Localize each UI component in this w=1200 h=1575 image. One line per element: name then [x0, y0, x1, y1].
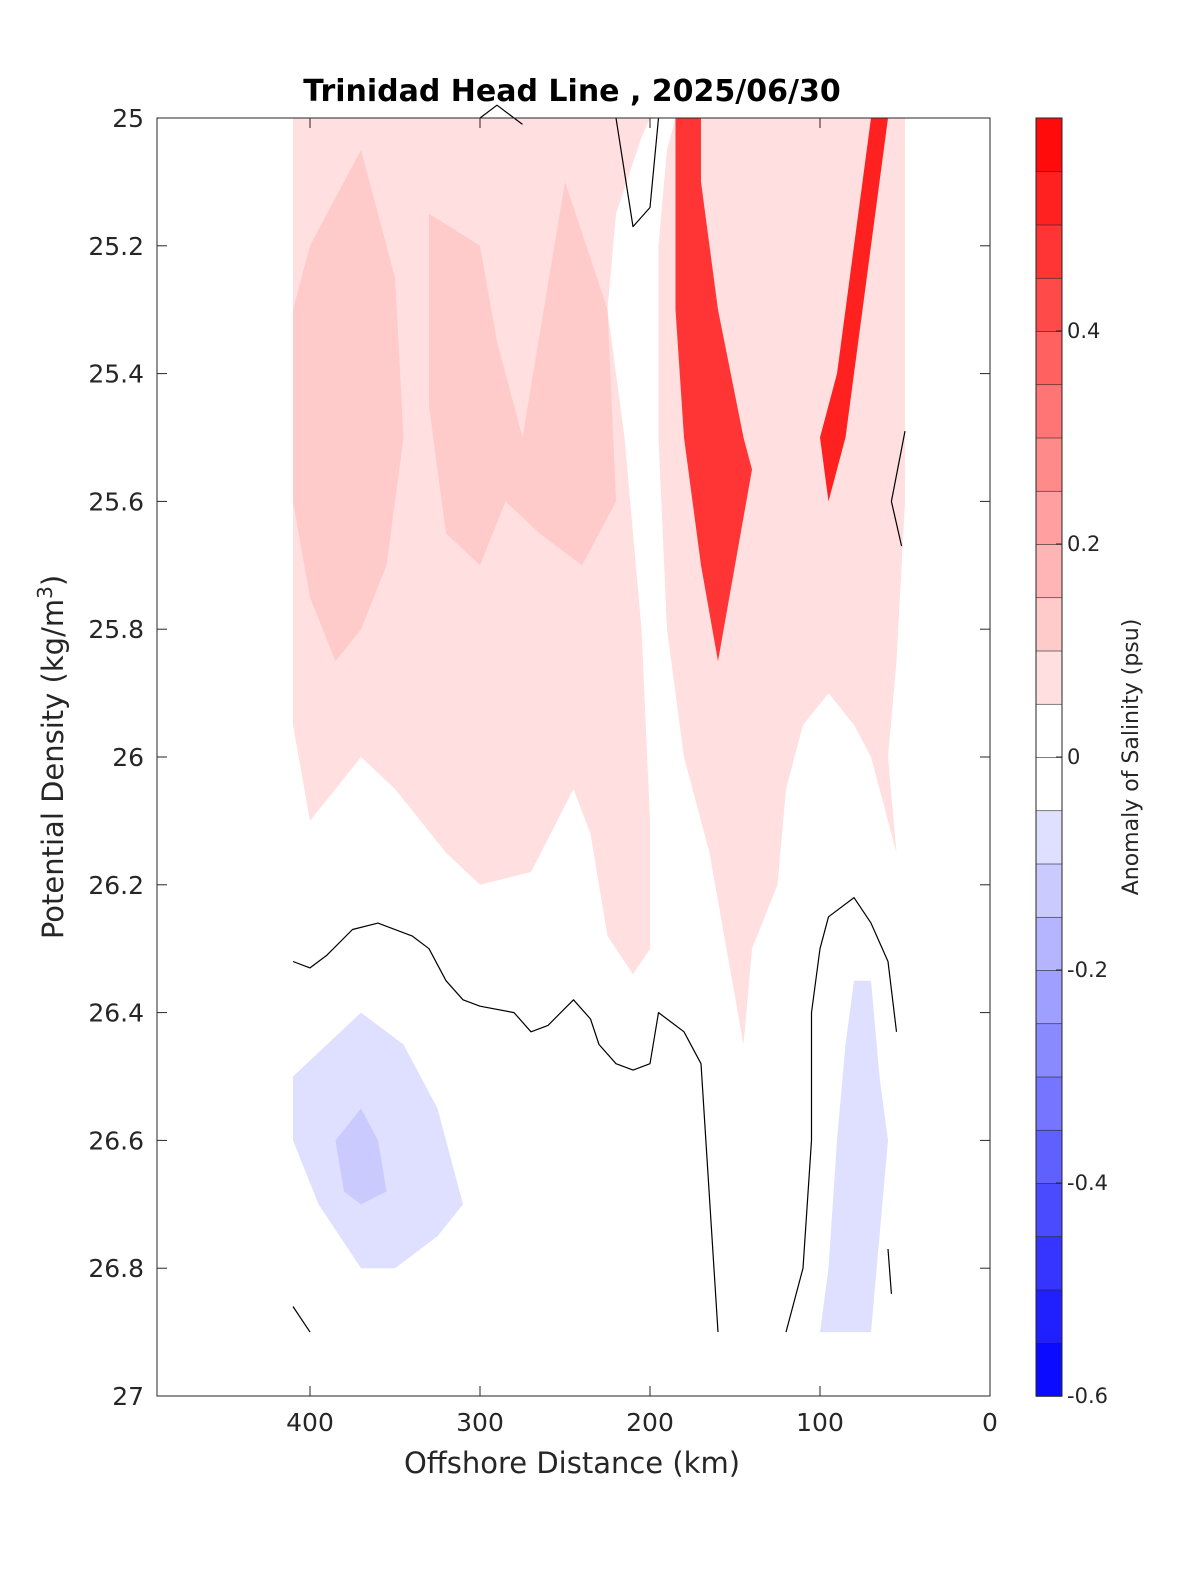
anomaly-region-1: [293, 150, 404, 662]
anomaly-region-4: [675, 118, 752, 662]
colorbar-cell: [1035, 969, 1063, 1025]
colorbar-cell: [1035, 170, 1063, 226]
colorbar-cell: [1035, 437, 1063, 492]
x-tick-label: 400: [286, 1408, 334, 1437]
y-tick-label: 26.4: [88, 999, 144, 1028]
colorbar-ticks: -0.6 -0.4 -0.2 0 0.2 0.4: [1056, 319, 1108, 1408]
x-tick-label: 200: [626, 1408, 674, 1437]
colorbar-cell: [1035, 224, 1063, 279]
colorbar-cell: [1035, 1129, 1063, 1184]
colorbar-tick-label: -0.4: [1067, 1171, 1108, 1195]
colorbar-cell: [1035, 1289, 1063, 1344]
colorbar-cell: [1035, 543, 1063, 599]
zero-contour-0: [292, 922, 719, 1333]
x-axis-label: Offshore Distance (km): [404, 1446, 740, 1480]
colorbar-cell: [1035, 863, 1063, 918]
colorbar-cell: [1035, 330, 1063, 386]
zero-contours: [292, 104, 906, 1333]
anomaly-region-8: [820, 980, 888, 1333]
colorbar-cell: [1035, 1342, 1063, 1397]
colorbar-cell: [1035, 1182, 1063, 1238]
colorbar-cells: [1035, 117, 1063, 1397]
y-tick-label: 25.2: [88, 232, 144, 261]
colorbar-cell: [1035, 650, 1063, 705]
colorbar-tick-label: 0: [1067, 745, 1080, 769]
y-tick-label: 26: [112, 743, 144, 772]
zero-contour-5: [890, 430, 906, 547]
colorbar-cell: [1035, 596, 1063, 652]
y-tick-label: 25.8: [88, 615, 144, 644]
colorbar-cell: [1035, 277, 1063, 332]
colorbar-cell: [1035, 1022, 1063, 1078]
colorbar-cell: [1035, 809, 1063, 865]
anomaly-fills: [293, 118, 905, 1333]
anomaly-region-5: [820, 118, 888, 502]
colorbar-label: Anomaly of Salinity (psu): [1119, 619, 1144, 896]
y-tick-label: 26.6: [88, 1126, 144, 1155]
colorbar-cell: [1035, 703, 1063, 758]
zero-contour-2: [292, 1306, 311, 1333]
colorbar-cell: [1035, 383, 1063, 439]
y-tick-label: 25.6: [88, 487, 144, 516]
y-tick-label: 27: [112, 1382, 144, 1411]
y-axis-label: Potential Density (kg/m3): [33, 575, 70, 939]
zero-contour-1: [785, 896, 898, 1333]
colorbar-tick-label: -0.2: [1067, 958, 1108, 982]
y-tick-label: 26.8: [88, 1254, 144, 1283]
x-tick-label: 0: [982, 1408, 998, 1437]
anomaly-region-7: [335, 1108, 387, 1205]
anomaly-region-2: [429, 181, 616, 566]
y-axis-label-superscript: 3: [33, 586, 57, 599]
colorbar: -0.6 -0.4 -0.2 0 0.2 0.4 Anomaly of Salinity …: [1035, 117, 1144, 1408]
y-axis-label-end: ): [36, 575, 70, 586]
x-tick-label: 100: [796, 1408, 844, 1437]
colorbar-cell: [1035, 756, 1063, 812]
colorbar-cell: [1035, 916, 1063, 971]
colorbar-tick-label: 0.2: [1067, 532, 1100, 556]
colorbar-cell: [1035, 1076, 1063, 1131]
colorbar-cell: [1035, 117, 1063, 173]
plot-area: 400 300 200 100 0 25 25.2 25.4 25.6 25.8 26 26.2 26…: [88, 104, 998, 1437]
y-axis-label-main: Potential Density (kg/m: [36, 599, 70, 939]
x-ticks: 400 300 200 100 0: [286, 118, 998, 1437]
colorbar-cell: [1035, 1235, 1063, 1291]
colorbar-tick-label: -0.6: [1067, 1384, 1108, 1408]
zero-contour-3: [615, 117, 660, 228]
colorbar-cell: [1035, 490, 1063, 545]
y-ticks: 25 25.2 25.4 25.6 25.8 26 26.2 26.4 26.6 26.8 27: [88, 104, 990, 1411]
y-tick-label: 26.2: [88, 871, 144, 900]
y-tick-label: 25: [112, 104, 144, 133]
colorbar-tick-label: 0.4: [1067, 319, 1100, 343]
zero-contour-6: [887, 1248, 892, 1294]
chart-title: Trinidad Head Line , 2025/06/30: [303, 74, 840, 109]
anomaly-region-6: [293, 1012, 463, 1269]
x-tick-label: 300: [456, 1408, 504, 1437]
y-tick-label: 25.4: [88, 360, 144, 389]
